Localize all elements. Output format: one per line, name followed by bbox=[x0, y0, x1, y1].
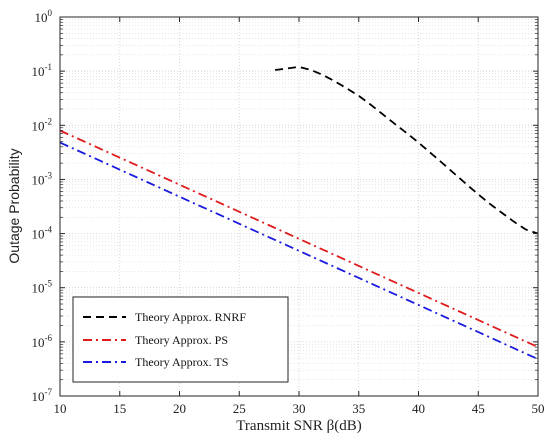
x-tick-label: 15 bbox=[113, 401, 126, 416]
series-layer bbox=[59, 65, 539, 360]
x-tick-label: 45 bbox=[472, 401, 485, 416]
series-line-0 bbox=[274, 65, 539, 235]
y-tick-label: 10-1 bbox=[32, 62, 53, 79]
x-axis-label: Transmit SNR β(dB) bbox=[236, 418, 361, 434]
legend-label-ps: Theory Approx. PS bbox=[135, 333, 228, 347]
series-line-2 bbox=[59, 141, 539, 360]
x-tick-label: 10 bbox=[54, 401, 67, 416]
x-tick-label: 35 bbox=[352, 401, 365, 416]
legend-label-ts: Theory Approx. TS bbox=[135, 355, 228, 369]
x-tick-label: 20 bbox=[173, 401, 186, 416]
axis-ticks bbox=[59, 16, 539, 397]
x-tick-label: 25 bbox=[233, 401, 246, 416]
x-tick-labels: 10 15 20 25 30 35 40 45 50 bbox=[54, 401, 545, 416]
legend: Theory Approx. RNRF Theory Approx. PS Th… bbox=[72, 296, 289, 383]
y-tick-label: 10-7 bbox=[32, 387, 53, 404]
x-tick-label: 40 bbox=[412, 401, 425, 416]
legend-label-rnrf: Theory Approx. RNRF bbox=[135, 310, 246, 324]
y-tick-label: 10-2 bbox=[32, 116, 53, 133]
y-tick-label: 10-5 bbox=[32, 279, 53, 296]
y-axis-label: Outage Probability bbox=[6, 148, 22, 263]
x-tick-label: 30 bbox=[293, 401, 306, 416]
series-line-1 bbox=[59, 129, 539, 348]
y-tick-labels: 100 10-1 10-2 10-3 10-4 10-5 10-6 10-7 bbox=[32, 8, 53, 404]
y-tick-label: 10-4 bbox=[32, 225, 53, 242]
y-tick-label: 100 bbox=[35, 8, 53, 25]
x-tick-label: 50 bbox=[532, 401, 545, 416]
y-tick-label: 10-6 bbox=[32, 333, 53, 350]
y-tick-label: 10-3 bbox=[32, 170, 53, 187]
